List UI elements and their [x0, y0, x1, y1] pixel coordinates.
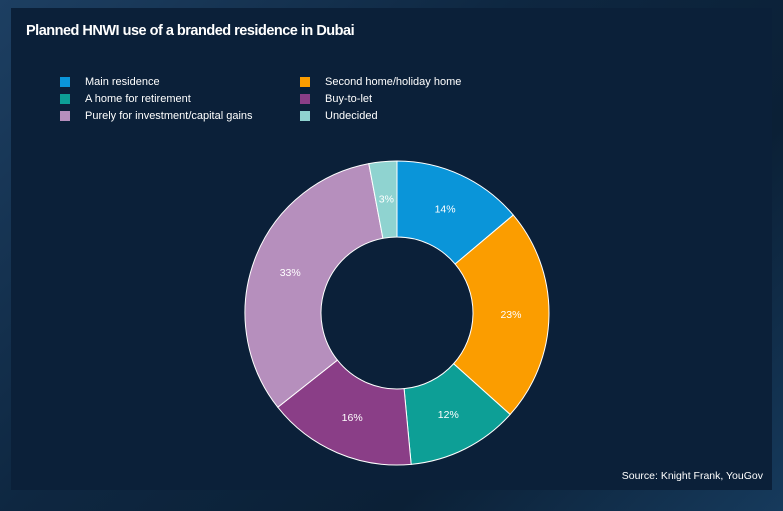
donut-slice-5 [368, 160, 398, 239]
legend-swatch [300, 110, 310, 121]
legend-swatch [300, 76, 310, 87]
slice-value-label: 23% [500, 309, 521, 321]
legend-item-investment: Purely for investment/capital gains [60, 108, 300, 123]
legend-item-retirement: A home for retirement [60, 91, 300, 106]
chart-legend: Main residence Second home/holiday home … [60, 74, 540, 123]
legend-label: A home for retirement [85, 92, 191, 105]
donut-chart: 14% 23% 12% 16% 33% 3% [244, 160, 550, 466]
legend-item-buy-to-let: Buy-to-let [300, 91, 540, 106]
legend-label: Second home/holiday home [325, 75, 462, 88]
slice-value-label: 14% [435, 204, 456, 216]
legend-swatch [300, 93, 310, 104]
legend-swatch [60, 110, 70, 121]
legend-label: Main residence [85, 75, 160, 88]
legend-label: Purely for investment/capital gains [85, 109, 253, 122]
legend-item-main-residence: Main residence [60, 74, 300, 89]
chart-title: Planned HNWI use of a branded residence … [26, 23, 355, 39]
chart-source: Source: Knight Frank, YouGov [621, 470, 763, 482]
donut-slice-4 [244, 163, 384, 408]
legend-item-second-home: Second home/holiday home [300, 74, 540, 89]
chart-card: Planned HNWI use of a branded residence … [11, 8, 772, 490]
legend-item-undecided: Undecided [300, 108, 540, 123]
slice-value-label: 12% [438, 409, 459, 421]
slice-value-label: 3% [379, 193, 394, 205]
legend-swatch [60, 93, 70, 104]
legend-swatch [60, 76, 70, 87]
slice-value-label: 33% [280, 267, 301, 279]
donut-slice-1 [452, 214, 550, 416]
legend-label: Undecided [325, 109, 378, 122]
legend-label: Buy-to-let [325, 92, 373, 105]
slice-value-label: 16% [342, 412, 363, 424]
